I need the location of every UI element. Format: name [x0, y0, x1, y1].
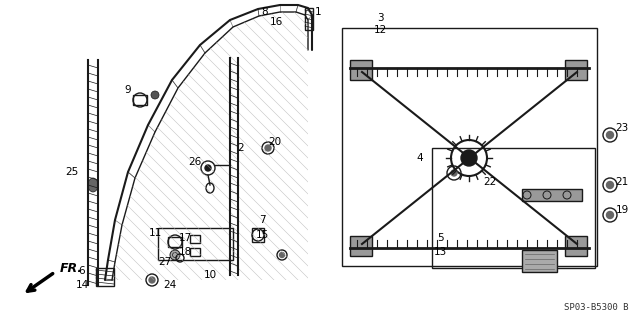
Bar	[305, 8, 313, 30]
Bar	[565, 236, 587, 256]
Text: 3: 3	[377, 13, 383, 23]
Circle shape	[607, 211, 614, 219]
Text: 10: 10	[204, 270, 216, 280]
Bar	[252, 228, 264, 242]
Text: 11: 11	[148, 228, 162, 238]
Bar	[522, 189, 582, 201]
Text: 8: 8	[262, 7, 268, 17]
Text: 22: 22	[483, 177, 497, 187]
Ellipse shape	[88, 178, 98, 192]
Bar	[190, 235, 200, 243]
Bar	[432, 148, 595, 268]
Bar	[342, 28, 597, 266]
Text: 27: 27	[158, 257, 172, 267]
Text: 12: 12	[373, 25, 387, 35]
Text: 20: 20	[268, 137, 282, 147]
Bar	[350, 60, 372, 80]
Text: 24: 24	[163, 280, 177, 290]
Circle shape	[451, 170, 457, 176]
Text: 2: 2	[237, 143, 244, 153]
Text: 25: 25	[65, 167, 79, 177]
Text: 4: 4	[417, 153, 423, 163]
Text: FR.: FR.	[60, 262, 83, 275]
Circle shape	[265, 145, 271, 151]
Text: 7: 7	[259, 215, 266, 225]
Bar	[168, 237, 182, 247]
Text: 13: 13	[433, 247, 447, 257]
Text: 18: 18	[179, 247, 191, 257]
Bar	[133, 95, 147, 105]
Bar	[350, 236, 372, 256]
Text: 21: 21	[616, 177, 628, 187]
Bar	[158, 228, 233, 260]
Text: 14: 14	[76, 280, 88, 290]
Text: 23: 23	[616, 123, 628, 133]
Text: SP03-B5300 B: SP03-B5300 B	[563, 303, 628, 313]
Text: 26: 26	[188, 157, 202, 167]
Circle shape	[149, 277, 155, 283]
Text: 19: 19	[616, 205, 628, 215]
Bar	[565, 60, 587, 80]
Bar	[522, 250, 557, 272]
Text: 6: 6	[79, 266, 85, 276]
Text: 17: 17	[179, 233, 191, 243]
Text: 5: 5	[436, 233, 444, 243]
Text: 15: 15	[255, 230, 269, 240]
Circle shape	[170, 250, 180, 260]
Circle shape	[607, 182, 614, 189]
Circle shape	[461, 150, 477, 166]
Bar	[190, 248, 200, 256]
Text: 1: 1	[315, 7, 321, 17]
Circle shape	[280, 253, 285, 257]
Circle shape	[607, 131, 614, 138]
Circle shape	[151, 91, 159, 99]
Circle shape	[205, 165, 211, 171]
Text: 16: 16	[269, 17, 283, 27]
Bar	[96, 268, 114, 286]
Text: 9: 9	[125, 85, 131, 95]
